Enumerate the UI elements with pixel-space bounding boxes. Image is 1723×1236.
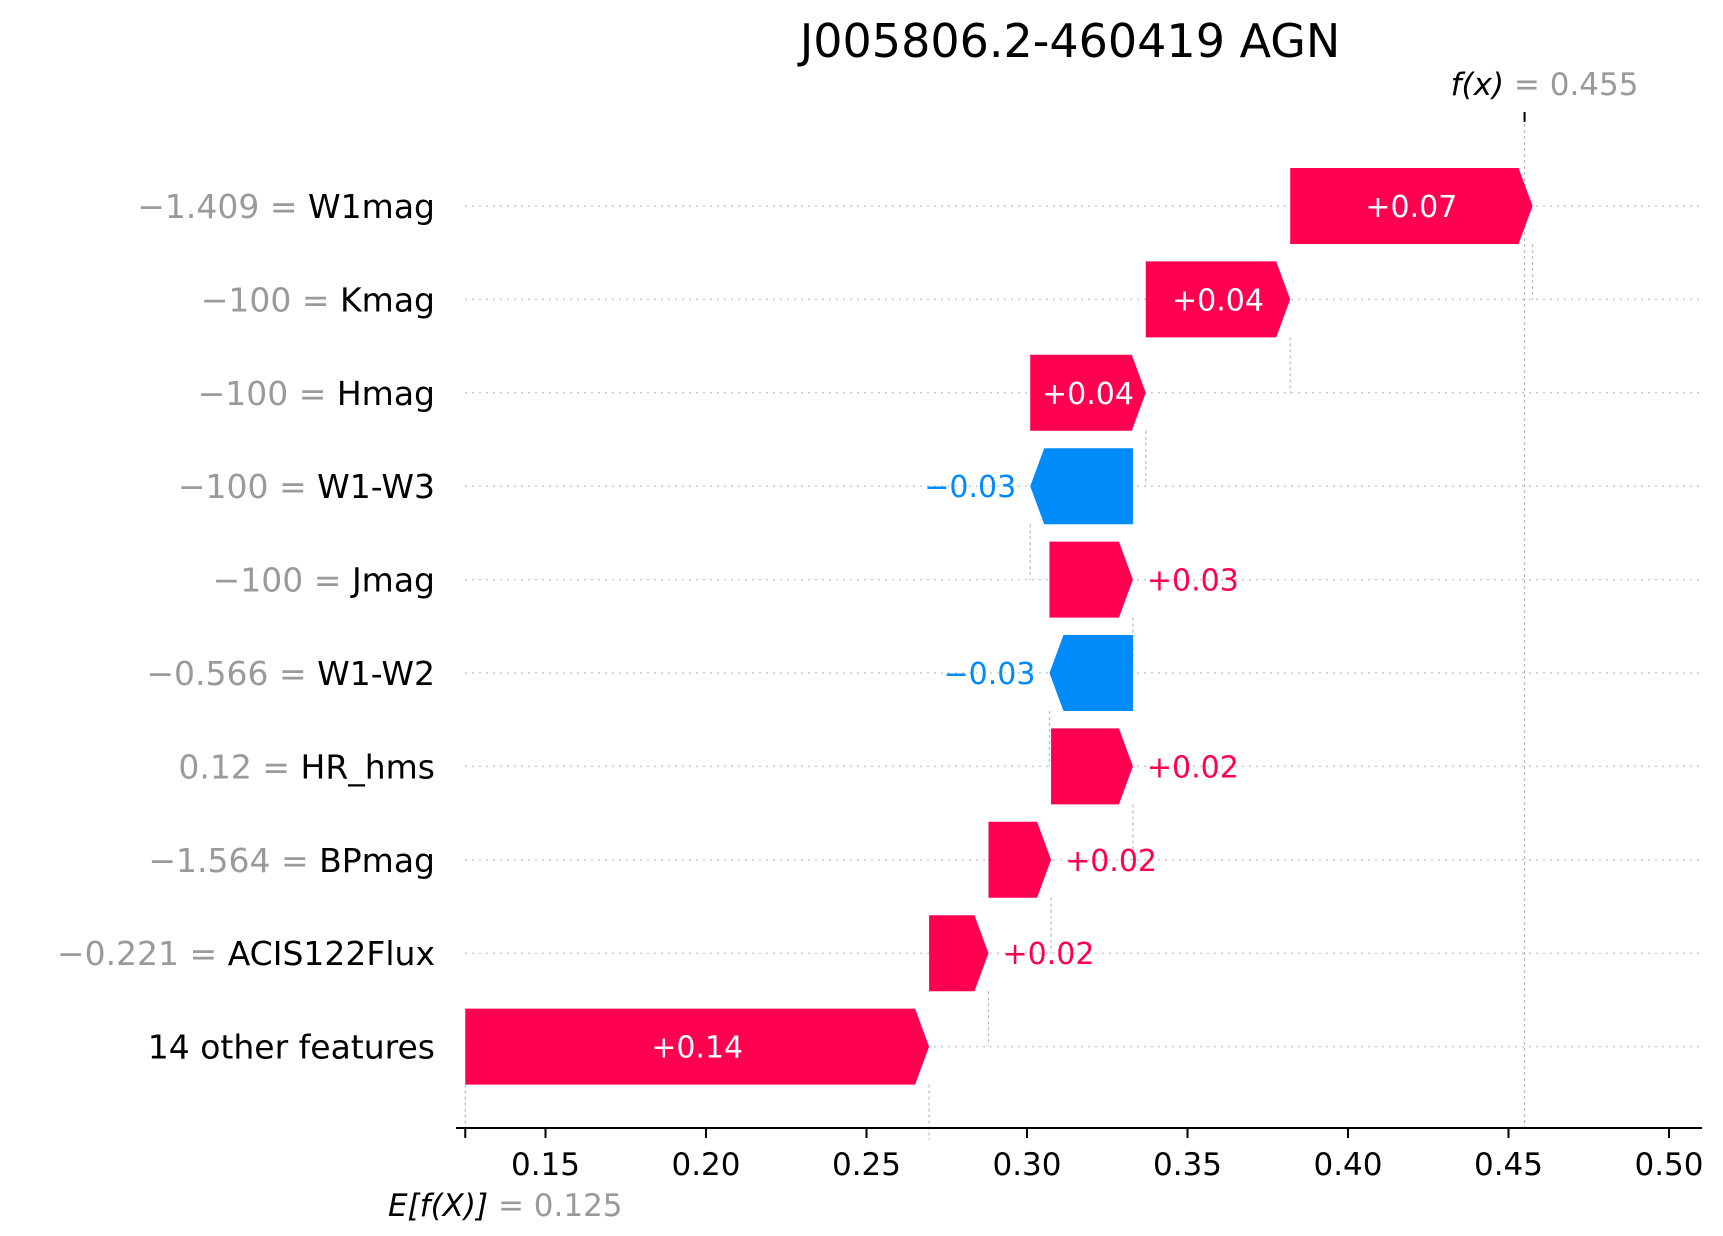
feature-label: −100 = W1-W3: [178, 467, 435, 506]
bar-value-label: +0.03: [1147, 564, 1239, 599]
feature-value: −100 =: [213, 561, 352, 600]
feature-value: −1.409 =: [137, 187, 308, 226]
feature-name: 14 other features: [148, 1028, 435, 1067]
bar-value-label: −0.03: [924, 470, 1016, 505]
positive-bar: [1049, 541, 1133, 618]
contribution-bars: [465, 168, 1533, 1085]
feature-labels: −1.409 = W1mag−100 = Kmag−100 = Hmag−100…: [57, 187, 435, 1067]
feature-label: −1.564 = BPmag: [148, 841, 435, 880]
feature-label: −100 = Hmag: [198, 374, 435, 413]
negative-bar: [1030, 448, 1133, 525]
feature-name: Kmag: [340, 280, 435, 319]
feature-value: −100 =: [178, 467, 317, 506]
feature-name: W1mag: [308, 187, 435, 226]
bar-value-label: +0.04: [1042, 377, 1134, 412]
feature-name: HR_hms: [301, 747, 436, 786]
positive-bar: [1030, 354, 1146, 431]
feature-label: −0.221 = ACIS122Flux: [57, 934, 435, 973]
bar-value-label: +0.07: [1365, 190, 1457, 225]
row-gridlines: [465, 205, 1700, 1048]
feature-value: −1.564 =: [148, 841, 319, 880]
x-axis: 0.15 0.20 0.25 0.30 0.35 0.40 0.45 0.50: [456, 112, 1704, 1183]
feature-value: −0.221 =: [57, 934, 228, 973]
x-tick-label: 0.45: [1474, 1147, 1543, 1183]
feature-label: −0.566 = W1-W2: [146, 654, 435, 693]
feature-value: −100 =: [201, 280, 340, 319]
positive-bar: [1290, 168, 1533, 244]
value-annotations: +0.07 +0.04 +0.04 −0.03 +0.03 −0.03 +0.02 +0.02…: [388, 67, 1639, 1224]
feature-label: 14 other features: [148, 1028, 435, 1067]
bar-value-label: +0.02: [1065, 844, 1157, 879]
x-tick-label: 0.30: [992, 1147, 1061, 1183]
feature-name: ACIS122Flux: [228, 934, 435, 973]
negative-bar: [1049, 635, 1133, 711]
x-tick-label: 0.40: [1313, 1147, 1382, 1183]
fx-label: f(x): [1451, 67, 1514, 103]
feature-name: Jmag: [350, 561, 435, 600]
bar-value-label: +0.02: [1147, 750, 1239, 785]
bar-value-label: −0.03: [944, 657, 1036, 692]
x-tick-label: 0.15: [511, 1147, 580, 1183]
feature-value: −0.566 =: [146, 654, 317, 693]
feature-label: 0.12 = HR_hms: [178, 747, 435, 786]
feature-name: W1-W2: [317, 654, 435, 693]
chart-title: J005806.2-460419 AGN: [797, 14, 1341, 68]
positive-bar: [929, 915, 989, 992]
bar-value-label: +0.04: [1172, 283, 1264, 318]
x-tick-label: 0.25: [832, 1147, 901, 1183]
feature-label: −100 = Jmag: [213, 561, 435, 600]
feature-name: W1-W3: [317, 467, 435, 506]
ex-value: = 0.125: [498, 1188, 623, 1224]
bar-value-label: +0.02: [1002, 937, 1094, 972]
x-tick-label: 0.35: [1153, 1147, 1222, 1183]
bar-value-label: +0.14: [651, 1031, 743, 1066]
feature-value: −100 =: [198, 374, 337, 413]
feature-label: −100 = Kmag: [201, 280, 435, 319]
ex-label: E[f(X)]: [388, 1188, 498, 1224]
positive-bar: [465, 1008, 930, 1085]
fx-annotation: f(x) = 0.455: [1451, 67, 1639, 103]
positive-bar: [1051, 728, 1133, 805]
ex-annotation: E[f(X)] = 0.125: [388, 1188, 623, 1224]
feature-name: BPmag: [319, 841, 435, 880]
feature-name: Hmag: [337, 374, 435, 413]
positive-bar: [988, 821, 1052, 898]
feature-value: 0.12 =: [178, 747, 300, 786]
connector-lines: [464, 112, 1534, 1140]
feature-label: −1.409 = W1mag: [137, 187, 435, 226]
x-tick-label: 0.50: [1634, 1147, 1703, 1183]
x-tick-label: 0.20: [671, 1147, 740, 1183]
positive-bar: [1145, 261, 1291, 338]
fx-value: = 0.455: [1514, 67, 1639, 103]
